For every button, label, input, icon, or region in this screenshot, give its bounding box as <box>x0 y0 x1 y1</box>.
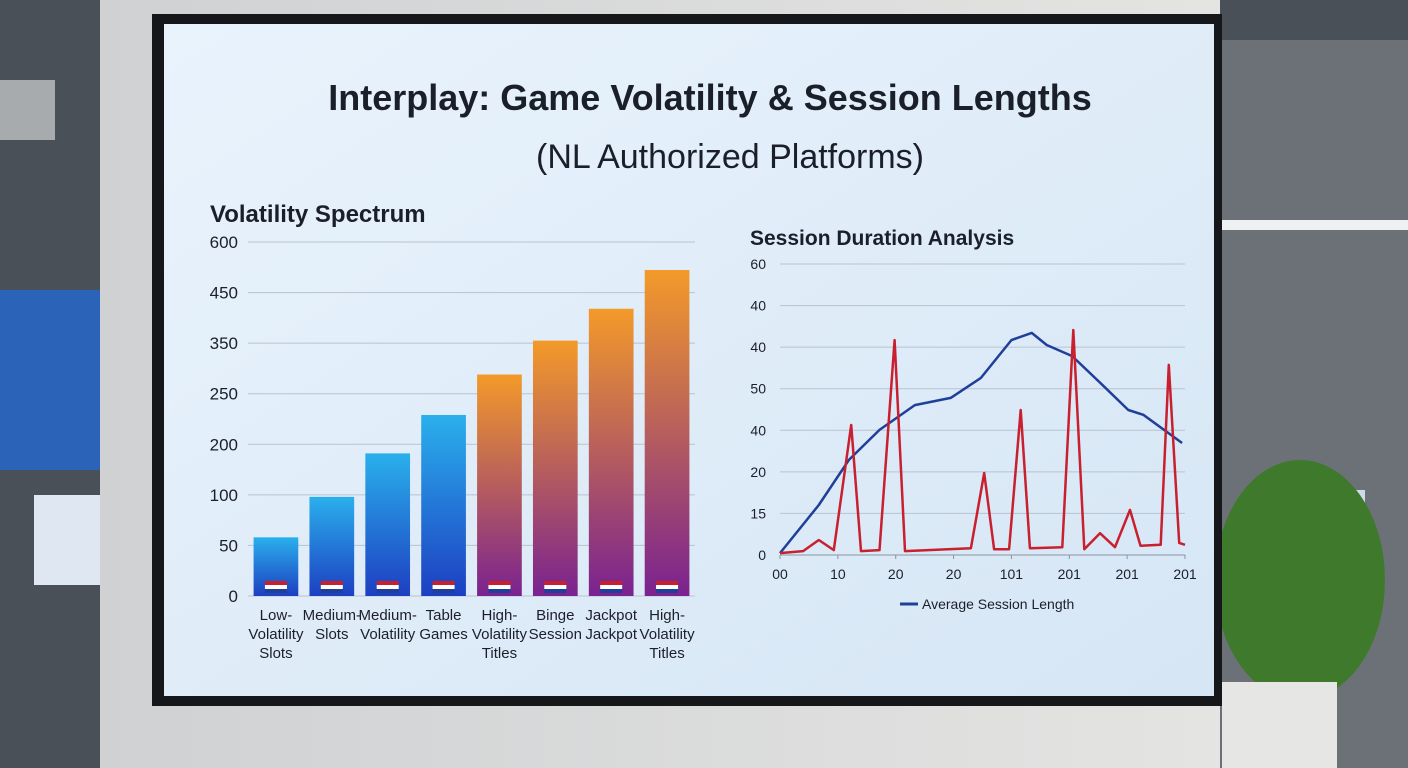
flag-icon <box>264 581 287 585</box>
flag-icon <box>544 585 567 589</box>
y-tick-label: 40 <box>750 298 766 314</box>
bar <box>309 496 355 596</box>
series-line <box>779 328 1186 555</box>
x-tick-label-line: Jackpot <box>585 626 638 643</box>
x-tick-label: Medium- Slots <box>303 607 361 643</box>
chart-title: Volatility Spectrum <box>210 201 426 228</box>
y-tick-label: 0 <box>758 547 766 563</box>
bar <box>644 269 690 596</box>
flag-icon <box>600 585 623 589</box>
x-tick-label-line: Volatility <box>360 626 416 643</box>
plant <box>1215 460 1385 700</box>
page-subtitle: (NL Authorized Platforms) <box>536 138 924 176</box>
x-tick-label-line: Medium- <box>303 607 361 624</box>
plant-pot <box>1222 682 1337 768</box>
x-tick-label: 20 <box>888 566 904 582</box>
flag-icon <box>656 585 679 589</box>
x-tick-label: 201 <box>1173 566 1197 582</box>
distant-screen <box>0 290 100 470</box>
y-tick-label: 15 <box>750 505 766 521</box>
x-tick-label: 10 <box>830 566 846 582</box>
flag-icon <box>432 589 455 593</box>
x-tick-label-line: High- <box>649 607 685 624</box>
x-tick-label: High- Volatility Titles <box>472 607 528 662</box>
flag-icon <box>600 581 623 585</box>
flag-icon <box>488 581 511 585</box>
x-tick-label-line: Games <box>419 626 467 643</box>
flag-icon <box>432 581 455 585</box>
flag-icon <box>432 585 455 589</box>
x-tick-label: Low- Volatility Slots <box>248 607 304 662</box>
y-tick-label: 450 <box>210 284 238 303</box>
y-tick-label: 50 <box>219 536 238 555</box>
flag-icon <box>544 589 567 593</box>
x-tick-label: High- Volatility Titles <box>640 607 696 662</box>
x-tick-label-line: Slots <box>315 626 348 643</box>
x-tick-label-line: Medium- <box>359 607 417 624</box>
x-tick-label-line: Session <box>529 626 582 643</box>
x-tick-label-line: Titles <box>482 645 517 662</box>
flag-icon <box>600 589 623 593</box>
flag-icon <box>264 589 287 593</box>
flag-icon <box>656 589 679 593</box>
legend-label: Average Session Length <box>922 596 1074 612</box>
flag-icon <box>376 585 399 589</box>
x-tick-label: 201 <box>1058 566 1082 582</box>
chart-title: Session Duration Analysis <box>750 227 1014 250</box>
x-tick-label-line: Low- <box>260 607 293 624</box>
x-tick-label: 201 <box>1115 566 1139 582</box>
bar <box>365 453 411 596</box>
y-tick-label: 60 <box>750 256 766 272</box>
x-tick-label-line: Titles <box>649 645 684 662</box>
flag-icon <box>376 581 399 585</box>
x-tick-label: 00 <box>772 566 788 582</box>
flag-icon <box>320 585 343 589</box>
y-tick-label: 40 <box>750 422 766 438</box>
bar <box>421 414 466 596</box>
y-tick-label: 600 <box>210 233 238 252</box>
y-tick-label: 0 <box>229 587 238 606</box>
flag-icon <box>264 585 287 589</box>
x-tick-label: 101 <box>1000 566 1024 582</box>
flag-icon <box>376 589 399 593</box>
x-tick-label-line: High- <box>482 607 518 624</box>
x-tick-label: Table Games <box>419 607 467 643</box>
ceiling-light <box>1222 220 1408 230</box>
x-tick-label-line: Binge <box>536 607 574 624</box>
y-tick-label: 200 <box>210 435 238 454</box>
distant-monitor <box>34 495 100 585</box>
x-tick-label: Binge Session <box>529 607 582 643</box>
flag-icon <box>656 581 679 585</box>
x-tick-label-line: Volatility <box>640 626 696 643</box>
x-tick-label: Jackpot Jackpot <box>585 607 638 643</box>
x-tick-label: Medium- Volatility <box>359 607 417 643</box>
flag-icon <box>544 581 567 585</box>
x-tick-label-line: Table <box>426 607 462 624</box>
bar <box>532 340 578 596</box>
bar <box>477 374 522 596</box>
y-tick-label: 100 <box>210 486 238 505</box>
flag-icon <box>320 581 343 585</box>
y-tick-label: 40 <box>750 339 766 355</box>
y-tick-label: 250 <box>210 385 238 404</box>
series-line <box>779 331 1183 554</box>
y-tick-label: 50 <box>750 381 766 397</box>
x-tick-label-line: Slots <box>259 645 292 662</box>
ceiling-light <box>0 80 55 140</box>
x-tick-label: 20 <box>946 566 962 582</box>
page-title: Interplay: Game Volatility & Session Len… <box>328 77 1092 118</box>
bar <box>588 308 634 596</box>
x-tick-label-line: Volatility <box>472 626 528 643</box>
flag-icon <box>488 589 511 593</box>
y-tick-label: 20 <box>750 464 766 480</box>
x-tick-label-line: Volatility <box>248 626 304 643</box>
x-tick-label-line: Jackpot <box>585 607 638 624</box>
flag-icon <box>488 585 511 589</box>
y-tick-label: 350 <box>210 334 238 353</box>
flag-icon <box>320 589 343 593</box>
